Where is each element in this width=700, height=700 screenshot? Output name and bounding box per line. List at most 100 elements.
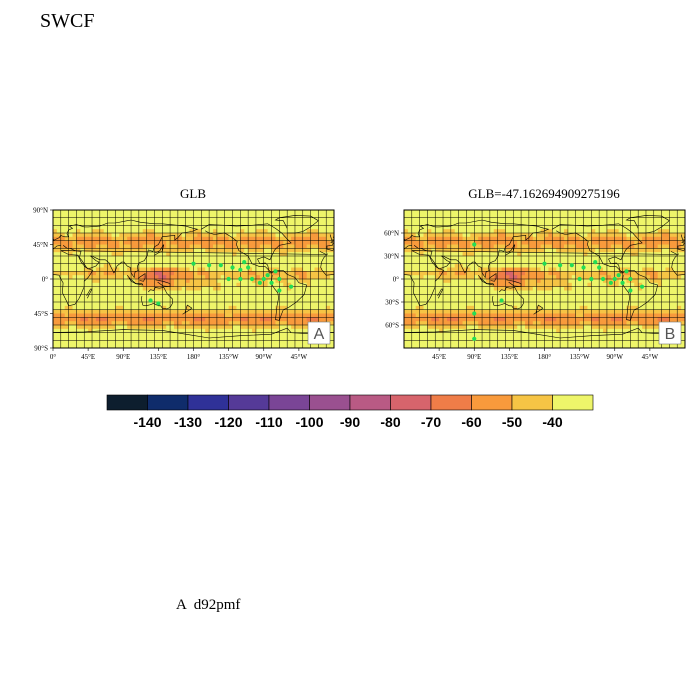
- field-cell: [443, 244, 448, 249]
- field-cell: [462, 298, 467, 303]
- field-cell: [415, 271, 421, 276]
- field-cell: [626, 248, 631, 253]
- field-cell: [423, 325, 428, 330]
- field-cell: [505, 298, 510, 303]
- field-cell: [517, 271, 522, 276]
- field-cell: [80, 248, 85, 253]
- field-cell: [466, 290, 471, 295]
- field-cell: [138, 252, 144, 257]
- field-cell: [111, 321, 116, 326]
- field-cell: [131, 336, 136, 341]
- field-cell: [548, 321, 553, 326]
- field-cell: [298, 325, 304, 330]
- field-cell: [173, 340, 179, 345]
- field-cell: [478, 290, 483, 295]
- field-cell: [552, 317, 557, 322]
- field-cell: [595, 256, 600, 261]
- field-cell: [606, 298, 612, 303]
- field-cell: [181, 267, 187, 272]
- field-cell: [158, 325, 163, 330]
- field-cell: [216, 286, 222, 291]
- field-cell: [103, 240, 109, 245]
- field-cell: [228, 279, 233, 284]
- field-cell: [220, 252, 226, 257]
- field-cell: [244, 340, 249, 345]
- field-cell: [322, 290, 327, 295]
- field-cell: [556, 248, 561, 253]
- field-cell: [427, 256, 432, 261]
- field-cell: [638, 325, 643, 330]
- field-cell: [466, 213, 471, 219]
- field-cell: [177, 321, 183, 326]
- field-cell: [64, 256, 70, 261]
- field-cell: [497, 321, 502, 326]
- field-cell: [76, 344, 81, 348]
- field-cell: [521, 271, 526, 276]
- field-cell: [123, 217, 128, 222]
- field-cell: [618, 294, 623, 299]
- field-cell: [287, 236, 292, 242]
- field-cell: [88, 279, 93, 284]
- field-cell: [213, 282, 218, 288]
- field-cell: [64, 336, 70, 341]
- field-cell: [220, 290, 226, 295]
- field-cell: [318, 302, 323, 307]
- field-cell: [439, 325, 444, 330]
- field-cell: [587, 317, 592, 322]
- field-cell: [279, 294, 284, 299]
- field-cell: [111, 210, 116, 215]
- field-cell: [606, 213, 612, 219]
- field-cell: [56, 271, 62, 276]
- field-cell: [653, 321, 659, 326]
- field-cell: [193, 217, 198, 222]
- field-cell: [326, 267, 331, 272]
- field-cell: [271, 236, 276, 242]
- field-cell: [279, 325, 284, 330]
- field-cell: [271, 240, 276, 245]
- field-cell: [236, 328, 241, 334]
- field-cell: [524, 282, 530, 288]
- field-cell: [275, 229, 280, 234]
- field-cell: [255, 344, 261, 348]
- field-cell: [248, 240, 253, 245]
- field-cell: [76, 210, 81, 215]
- field-cell: [548, 286, 553, 291]
- field-cell: [330, 313, 334, 318]
- field-cell: [201, 248, 206, 253]
- field-cell: [524, 240, 530, 245]
- field-cell: [450, 290, 456, 295]
- field-cell: [255, 328, 261, 334]
- field-cell: [99, 236, 105, 242]
- field-cell: [115, 267, 120, 272]
- field-cell: [462, 248, 467, 253]
- field-cell: [564, 313, 569, 318]
- field-cell: [649, 282, 655, 288]
- field-cell: [162, 336, 167, 341]
- field-cell: [123, 328, 128, 334]
- field-cell: [92, 210, 97, 215]
- field-cell: [201, 275, 206, 280]
- field-cell: [450, 325, 456, 330]
- field-cell: [485, 210, 491, 215]
- field-cell: [283, 236, 288, 242]
- field-cell: [252, 259, 257, 265]
- field-cell: [302, 210, 308, 215]
- field-cell: [291, 271, 296, 276]
- field-cell: [583, 282, 588, 288]
- field-cell: [185, 336, 190, 341]
- field-cell: [209, 279, 214, 284]
- field-cell: [603, 233, 608, 238]
- field-cell: [267, 336, 272, 341]
- field-cell: [532, 267, 538, 272]
- field-cell: [298, 275, 304, 280]
- field-cell: [454, 244, 460, 249]
- field-cell: [84, 210, 89, 215]
- field-cell: [138, 217, 144, 222]
- field-cell: [528, 236, 534, 242]
- field-cell: [501, 290, 506, 295]
- field-cell: [661, 217, 666, 222]
- field-cell: [509, 298, 514, 303]
- field-cell: [528, 252, 534, 257]
- field-cell: [181, 294, 187, 299]
- field-cell: [170, 229, 175, 234]
